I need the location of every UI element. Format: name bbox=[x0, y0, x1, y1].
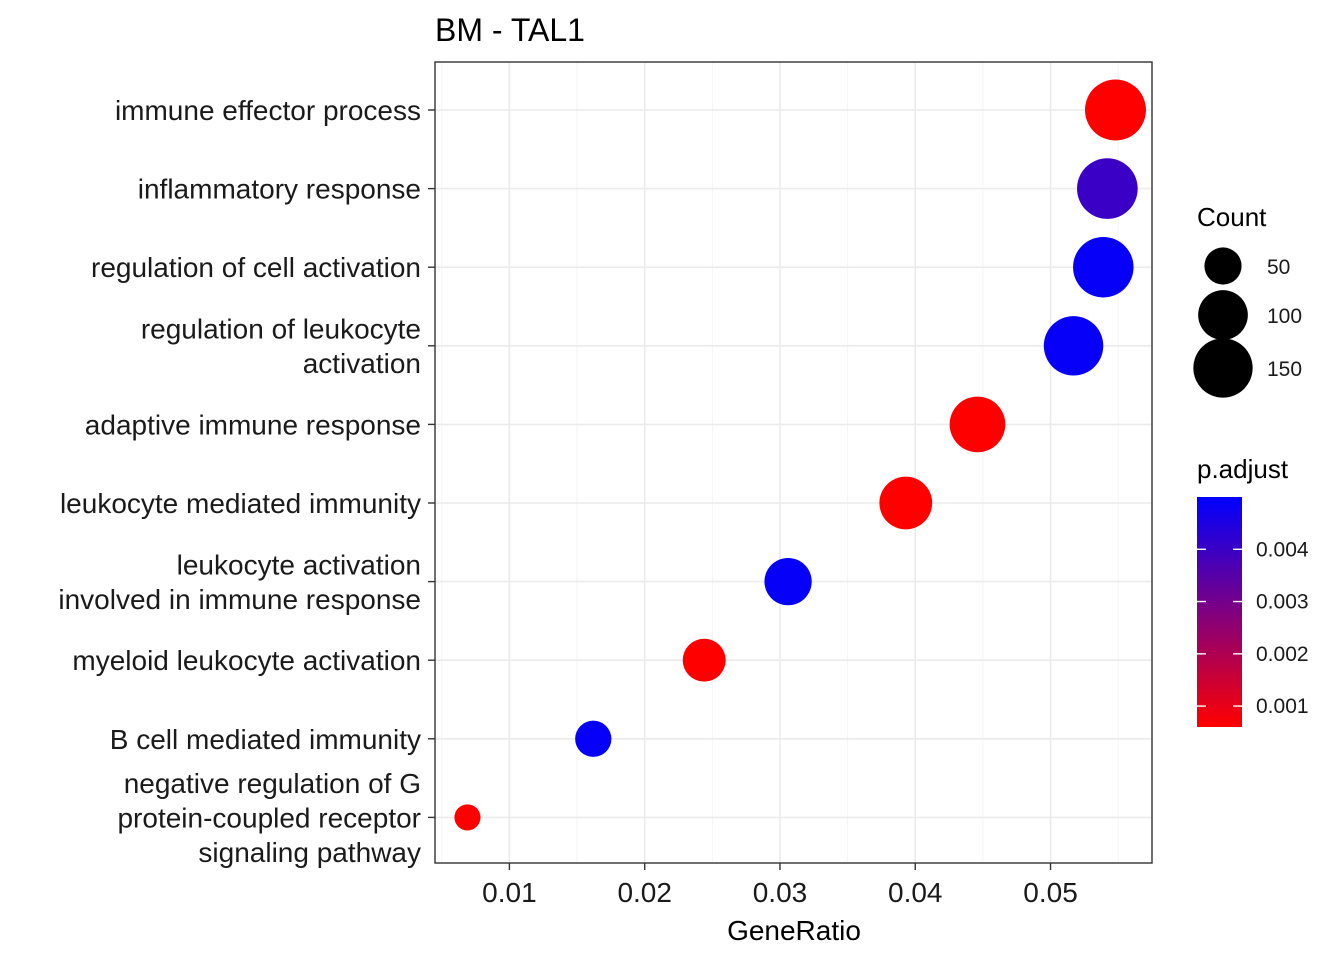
y-tick-label: regulation of leukocyte activation bbox=[141, 314, 421, 380]
y-tick-label: immune effector process bbox=[115, 95, 421, 126]
count-legend-key bbox=[1204, 247, 1242, 285]
p-adjust-legend-title: p.adjust bbox=[1197, 454, 1289, 484]
count-legend-label: 150 bbox=[1267, 358, 1302, 381]
y-tick-label: B cell mediated immunity bbox=[110, 724, 421, 755]
count-legend-label: 50 bbox=[1267, 256, 1290, 279]
colorbar-label: 0.001 bbox=[1256, 695, 1309, 718]
p-adjust-colorbar bbox=[1197, 497, 1242, 727]
plot-panel bbox=[434, 61, 1153, 864]
chart-title: BM - TAL1 bbox=[435, 12, 585, 48]
data-point bbox=[454, 804, 481, 831]
y-tick-label: inflammatory response bbox=[138, 174, 421, 205]
count-legend-label: 100 bbox=[1267, 305, 1302, 328]
data-point bbox=[1073, 236, 1134, 298]
data-point bbox=[1084, 79, 1146, 141]
y-tick-label: regulation of cell activation bbox=[91, 252, 421, 283]
colorbar-label: 0.003 bbox=[1256, 591, 1309, 614]
p-adjust-legend: p.adjust 0.001 0.002 0.003 0.004 bbox=[1197, 454, 1309, 727]
count-legend-title: Count bbox=[1197, 202, 1267, 232]
colorbar-label: 0.004 bbox=[1256, 538, 1309, 561]
count-legend: Count 50 100 150 bbox=[1193, 202, 1302, 398]
x-tick-label: 0.02 bbox=[617, 877, 672, 908]
y-tick-label: leukocyte mediated immunity bbox=[60, 488, 421, 519]
colorbar-label: 0.002 bbox=[1256, 643, 1309, 666]
count-legend-key bbox=[1193, 338, 1253, 398]
x-tick-label: 0.05 bbox=[1023, 877, 1078, 908]
x-tick-label: 0.03 bbox=[753, 877, 808, 908]
data-point bbox=[1043, 316, 1104, 376]
count-legend-key bbox=[1198, 290, 1248, 340]
data-point bbox=[1077, 158, 1138, 219]
data-point bbox=[949, 396, 1006, 453]
x-tick-label: 0.04 bbox=[888, 877, 943, 908]
data-point bbox=[682, 638, 726, 682]
y-axis-labels: immune effector process inflammatory resp… bbox=[58, 95, 435, 868]
data-point bbox=[764, 557, 812, 606]
y-tick-label: leukocyte activation involved in immune r… bbox=[58, 549, 421, 615]
x-axis-title: GeneRatio bbox=[727, 915, 861, 946]
data-point bbox=[879, 476, 933, 530]
panel-border bbox=[434, 61, 1153, 864]
x-axis: 0.01 0.02 0.03 0.04 0.05 bbox=[482, 863, 1078, 908]
data-point bbox=[575, 720, 612, 757]
y-tick-label: myeloid leukocyte activation bbox=[72, 645, 421, 676]
y-tick-label: adaptive immune response bbox=[85, 409, 421, 440]
x-tick-label: 0.01 bbox=[482, 877, 537, 908]
